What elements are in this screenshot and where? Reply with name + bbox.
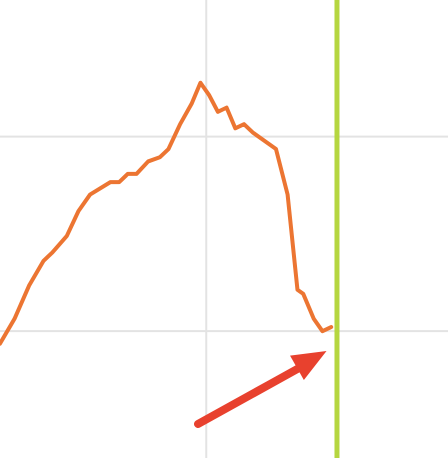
annotation-arrow-head: [290, 351, 327, 381]
annotation-arrow-layer: [194, 351, 327, 428]
series-line-1: [0, 80, 334, 346]
annotation-arrow-shaft: [194, 361, 309, 428]
series-layer: [0, 80, 334, 346]
